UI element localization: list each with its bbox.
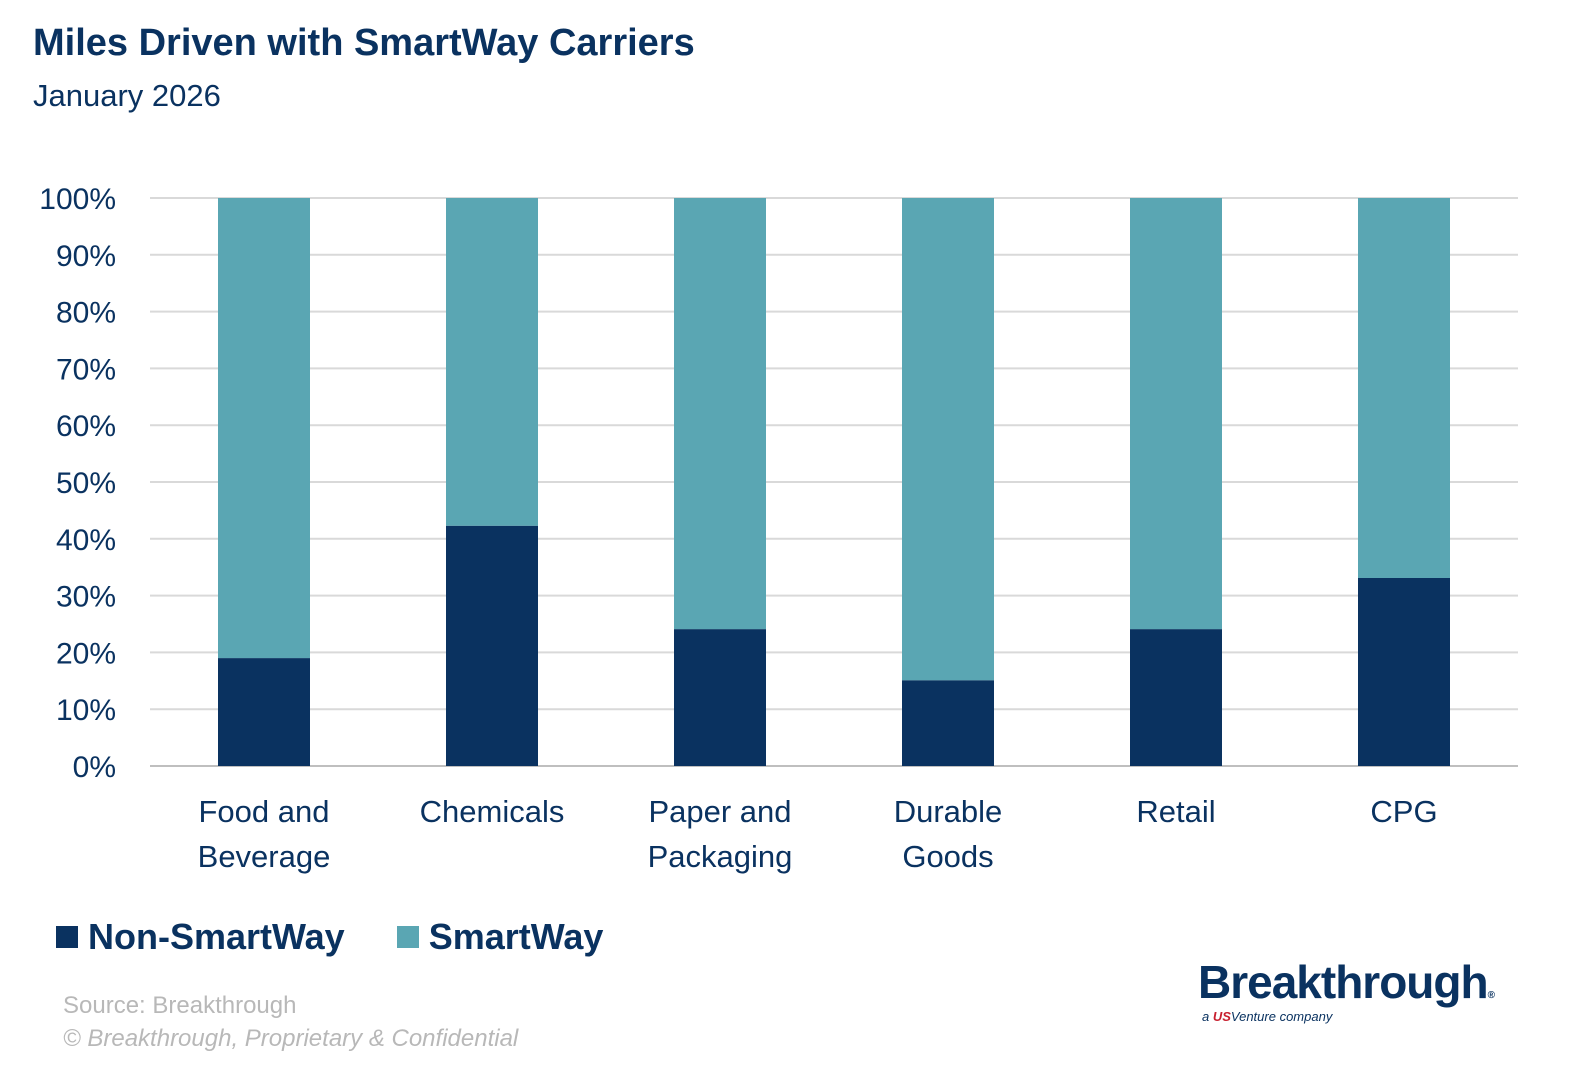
x-tick-label: Retail [1136,794,1215,829]
legend-swatch [56,926,78,948]
y-tick-label: 50% [56,467,116,500]
y-tick-label: 0% [73,751,116,784]
legend: Non-SmartWay SmartWay [56,916,603,958]
y-tick-label: 30% [56,581,116,614]
bar-segment-non-smartway [1358,577,1450,766]
copyright-note: © Breakthrough, Proprietary & Confidenti… [63,1025,519,1052]
legend-label: SmartWay [428,916,604,957]
x-tick-label: Durable [894,794,1003,829]
chart-title: Miles Driven with SmartWay Carriers [33,22,695,64]
bar-segment-smartway [1358,198,1450,578]
bar-chart: 0% 10% 20% 30% 40% 50% 60% 70% 80% 90% 100% Food an… [39,183,1518,874]
legend-label: Non-SmartWay [88,916,345,957]
bar-segment-non-smartway [674,629,766,766]
y-tick-label: 100% [39,183,116,216]
legend-item-smartway: SmartWay [396,916,604,958]
x-tick-label: Beverage [198,839,331,874]
y-tick-label: 10% [56,694,116,727]
legend-item-non-smartway: Non-SmartWay [56,916,345,958]
x-tick-label: Chemicals [420,794,565,829]
bar-segment-smartway [902,198,994,681]
bar-segment-non-smartway [1130,629,1222,766]
y-tick-label: 60% [56,410,116,443]
bar-segment-smartway [674,198,766,630]
y-tick-label: 20% [56,637,116,670]
chart-subtitle: January 2026 [33,78,221,113]
legend-swatch [396,926,419,948]
x-tick-label: CPG [1370,794,1437,829]
y-tick-label: 90% [56,240,116,273]
x-tick-label: Paper and [648,794,791,829]
bar-segment-non-smartway [218,658,310,766]
bar-segment-non-smartway [902,680,994,766]
source-note: Source: Breakthrough [63,992,297,1019]
y-tick-label: 70% [56,353,116,386]
y-tick-label: 80% [56,297,116,330]
x-tick-label: Packaging [648,839,793,874]
breakthrough-logo: Breakthrough® a USVenture company [1198,956,1495,1024]
bar-segment-non-smartway [446,525,538,766]
bar-segment-smartway [446,198,538,526]
x-tick-label: Food and [199,794,330,829]
x-tick-label: Goods [902,839,993,874]
bar-segment-smartway [1130,198,1222,630]
bar-segment-smartway [218,198,310,659]
y-tick-label: 40% [56,524,116,557]
